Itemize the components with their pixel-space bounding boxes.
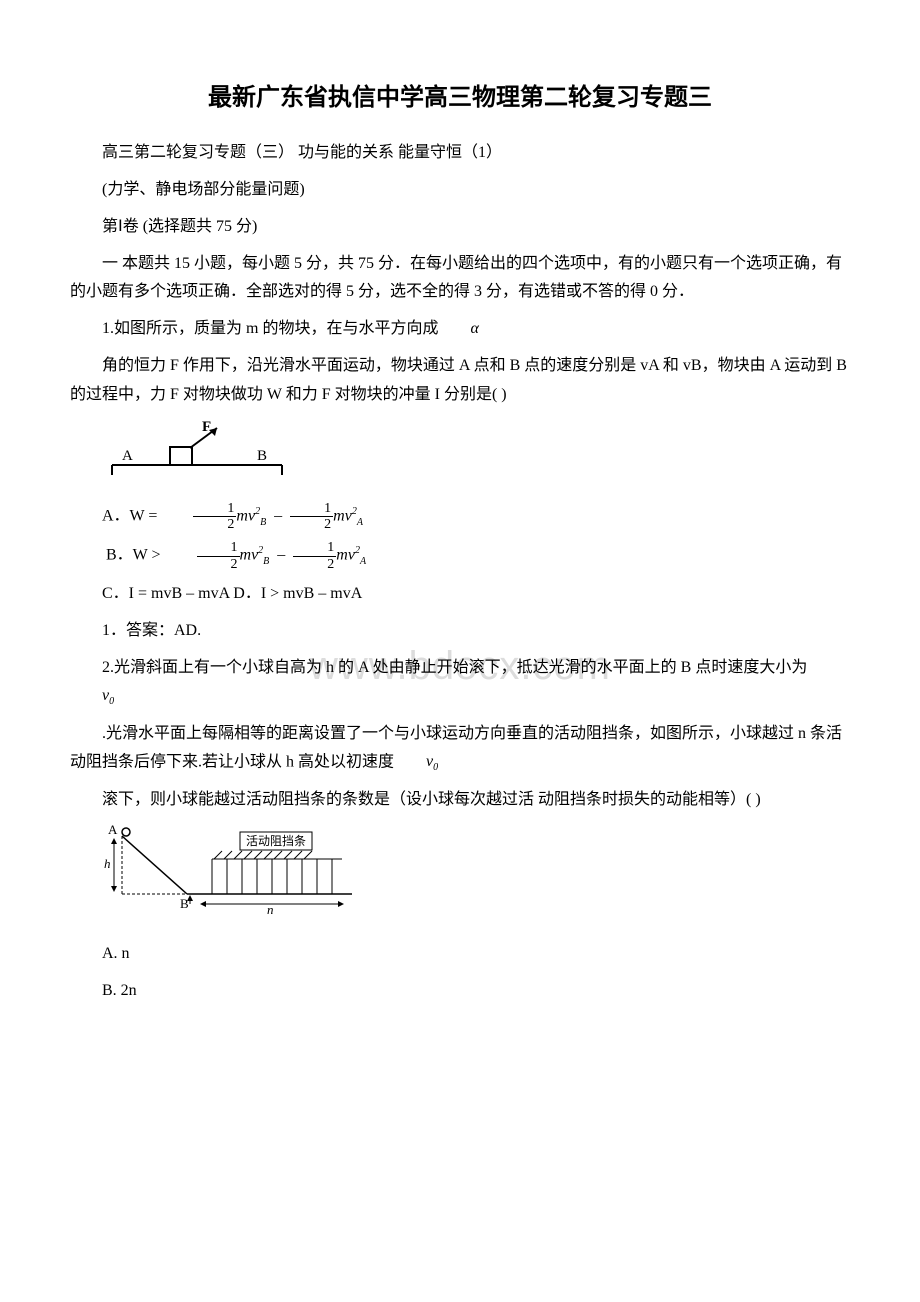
q2-option-b: B. 2n [70, 977, 850, 1006]
q2-label-A: A [108, 824, 118, 837]
instructions: 一 本题共 15 小题，每小题 5 分，共 75 分．在每小题给出的四个选项中，… [70, 250, 850, 308]
q1-stem-line2: 角的恒力 F 作用下，沿光滑水平面运动，物块通过 A 点和 B 点的速度分别是 … [70, 352, 850, 410]
q1-option-b: B．W > 12mv2B – 12mv2A [70, 540, 850, 572]
scope-note: (力学、静电场部分能量问题) [70, 176, 850, 205]
q2-v0-sub-2: 0 [433, 763, 438, 774]
q2-diagram-svg: A h B 活动阻挡条 n [102, 824, 362, 919]
q2-v0-sub: 0 [109, 697, 114, 708]
q2-option-a: A. n [70, 940, 850, 969]
q2-bar-label: 活动阻挡条 [246, 834, 306, 848]
q1-label-F: F [202, 420, 211, 435]
q1-figure: F A B [102, 420, 850, 491]
subtitle: 高三第二轮复习专题（三） 功与能的关系 能量守恒（1） [70, 139, 850, 168]
q2-stem-line3: 滚下，则小球能越过活动阻挡条的条数是（设小球每次越过活 动阻挡条时损失的动能相等… [70, 786, 850, 815]
q1-option-a: A．W = 12mv2B – 12mv2A [70, 501, 850, 533]
q2-figure: A h B 活动阻挡条 n [102, 824, 850, 930]
q1-label-A: A [122, 448, 133, 464]
q1-diagram-svg: F A B [102, 420, 302, 480]
q2-stem-line1: 2.光滑斜面上有一个小球自高为 h 的 A 处由静止开始滚下，抵达光滑的水平面上… [70, 654, 850, 712]
document-title: 最新广东省执信中学高三物理第二轮复习专题三 [70, 76, 850, 119]
q1-stem-line1: 1.如图所示，质量为 m 的物块，在与水平方向成α [70, 315, 850, 344]
q1-optA-prefix: A．W = [102, 507, 157, 524]
q1-option-cd: C．I = mvB – mvA D．I > mvB – mvA [70, 580, 850, 609]
q1-stem-a: 1.如图所示，质量为 m 的物块，在与水平方向成 [102, 320, 438, 337]
q1-label-B: B [257, 448, 267, 464]
q2-stem-line2: .光滑水平面上每隔相等的距离设置了一个与小球运动方向垂直的活动阻挡条，如图所示，… [70, 720, 850, 778]
q1-answer: 1．答案：AD. [70, 617, 850, 646]
q1-optB-prefix: B．W > [106, 547, 161, 564]
section-header: 第Ⅰ卷 (选择题共 75 分) [70, 213, 850, 242]
q2-stem-b: .光滑水平面上每隔相等的距离设置了一个与小球运动方向垂直的活动阻挡条，如图所示，… [70, 725, 842, 771]
alpha-symbol: α [438, 315, 478, 344]
q2-stem-a: 2.光滑斜面上有一个小球自高为 h 的 A 处由静止开始滚下，抵达光滑的水平面上… [102, 659, 807, 676]
q2-label-h: h [104, 856, 111, 871]
q2-label-n: n [267, 902, 274, 917]
q2-label-B: B [180, 896, 189, 911]
